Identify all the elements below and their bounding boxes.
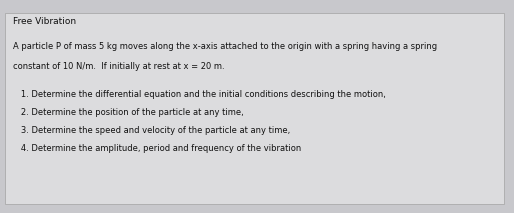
FancyBboxPatch shape — [5, 13, 504, 204]
Text: 3. Determine the speed and velocity of the particle at any time,: 3. Determine the speed and velocity of t… — [13, 126, 290, 135]
Text: Free Vibration: Free Vibration — [13, 17, 76, 26]
Text: constant of 10 N/m.  If initially at rest at x = 20 m.: constant of 10 N/m. If initially at rest… — [13, 62, 225, 71]
Text: 4. Determine the amplitude, period and frequency of the vibration: 4. Determine the amplitude, period and f… — [13, 144, 301, 153]
Text: 2. Determine the position of the particle at any time,: 2. Determine the position of the particl… — [13, 108, 244, 117]
Text: A particle P of mass 5 kg moves along the x-axis attached to the origin with a s: A particle P of mass 5 kg moves along th… — [13, 42, 437, 51]
Text: 1. Determine the differential equation and the initial conditions describing the: 1. Determine the differential equation a… — [13, 90, 386, 99]
